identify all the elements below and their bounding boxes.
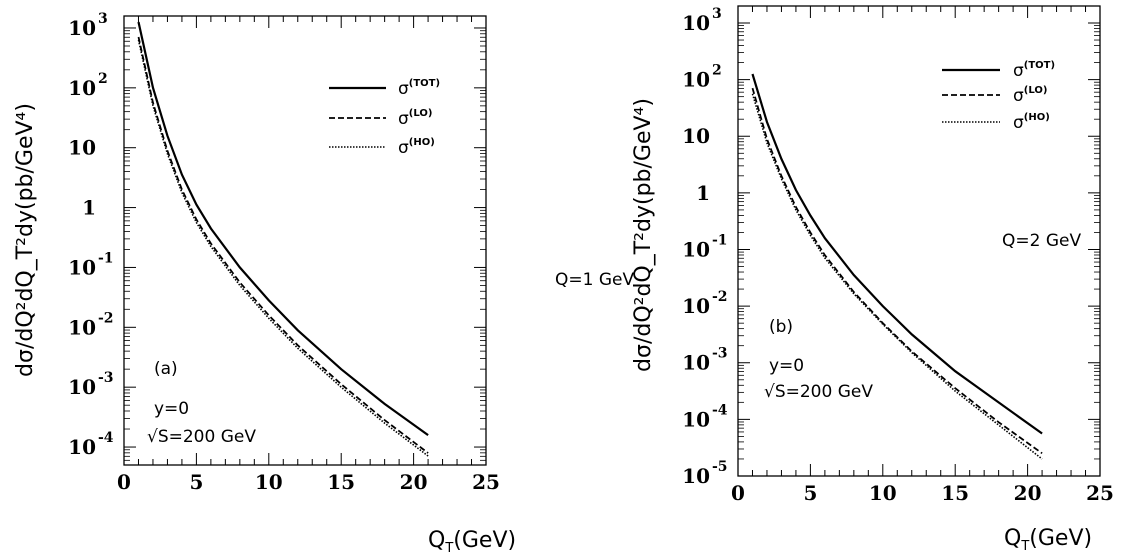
y-tick-label: 10 bbox=[68, 16, 96, 40]
panel-label: (b) bbox=[769, 317, 793, 337]
x-tick-label: 5 bbox=[803, 481, 817, 505]
series-line-lo bbox=[137, 36, 429, 454]
series-line-ho bbox=[751, 93, 1043, 460]
panel-label: (a) bbox=[154, 359, 178, 379]
y-tick-label: 10 bbox=[68, 375, 96, 399]
energy-annotation: Q=2 GeV bbox=[1002, 231, 1081, 251]
x-tick-label: 10 bbox=[255, 470, 283, 494]
y-tick-exponent: -4 bbox=[712, 402, 728, 418]
y-tick-exponent: -3 bbox=[98, 370, 114, 386]
y-tick-label: 10 bbox=[68, 255, 96, 279]
y-tick-label: 10 bbox=[682, 294, 710, 318]
legend-symbol: σ bbox=[1013, 86, 1024, 106]
y-tick-exponent: -1 bbox=[712, 232, 728, 248]
plot-frame bbox=[737, 5, 1101, 477]
y-tick-exponent: -5 bbox=[712, 459, 728, 475]
y-tick-exponent: -2 bbox=[712, 289, 728, 305]
x-axis-label-main: Q bbox=[1004, 526, 1021, 551]
y-tick-label: 10 bbox=[682, 11, 710, 35]
y-tick-label: 10 bbox=[68, 76, 96, 100]
y-tick-exponent: -3 bbox=[712, 346, 728, 362]
legend-label: σ(LO) bbox=[1013, 85, 1047, 106]
y-tick-exponent: 3 bbox=[98, 11, 108, 27]
x-tick-label: 20 bbox=[1014, 481, 1042, 505]
plot-frame bbox=[123, 15, 487, 466]
legend-label: σ(HO) bbox=[1013, 112, 1050, 133]
y-tick-label: 10 bbox=[682, 407, 710, 431]
x-axis-label: QT(GeV) bbox=[428, 528, 516, 552]
series-line-lo bbox=[751, 87, 1043, 455]
y-tick-label: 10 bbox=[682, 351, 710, 375]
rapidity-annotation: y=0 bbox=[154, 399, 189, 419]
series-line-tot bbox=[751, 73, 1043, 435]
y-tick-label: 10 bbox=[68, 435, 96, 459]
legend-symbol: σ bbox=[398, 138, 409, 158]
legend-symbol: σ bbox=[1013, 113, 1024, 133]
y-tick-exponent: 2 bbox=[712, 63, 722, 79]
x-tick-label: 5 bbox=[189, 470, 203, 494]
y-axis-label: dσ/dQ²dQ_T²dy(pb/GeV⁴) bbox=[631, 98, 656, 372]
x-tick-label: 10 bbox=[869, 481, 897, 505]
x-tick-label: 25 bbox=[472, 470, 500, 494]
y-tick-label: 10 bbox=[68, 136, 96, 160]
legend-symbol: σ bbox=[398, 79, 409, 99]
sqrt-s-annotation: √S=200 GeV bbox=[764, 382, 873, 402]
y-tick-label: 10 bbox=[682, 464, 710, 488]
y-tick-label: 1 bbox=[82, 196, 96, 220]
x-axis-label-sub: T bbox=[1020, 539, 1029, 552]
x-tick-label: 0 bbox=[117, 470, 131, 494]
legend-label: σ(LO) bbox=[398, 108, 432, 129]
series-line-tot bbox=[137, 21, 429, 436]
legend-symbol: σ bbox=[398, 109, 409, 129]
x-axis-label: QT(GeV) bbox=[1004, 526, 1092, 552]
y-tick-exponent: 3 bbox=[712, 6, 722, 22]
x-axis-label-main: Q bbox=[428, 528, 445, 552]
y-tick-exponent: 2 bbox=[98, 71, 108, 87]
legend-superscript: (TOT) bbox=[1024, 60, 1055, 71]
x-tick-label: 15 bbox=[941, 481, 969, 505]
x-axis-label-sub: T bbox=[444, 541, 453, 552]
legend-symbol: σ bbox=[1013, 61, 1024, 81]
y-axis-label: dσ/dQ²dQ_T²dy(pb/GeV⁴) bbox=[13, 103, 38, 377]
legend-superscript: (TOT) bbox=[409, 78, 440, 89]
legend-label: σ(TOT) bbox=[398, 78, 440, 99]
y-tick-exponent: -2 bbox=[98, 310, 114, 326]
x-tick-label: 25 bbox=[1086, 481, 1114, 505]
legend-superscript: (HO) bbox=[1024, 112, 1050, 123]
sqrt-s-annotation: √S=200 GeV bbox=[147, 427, 256, 447]
x-tick-label: 20 bbox=[400, 470, 428, 494]
y-tick-label: 10 bbox=[682, 68, 710, 92]
y-tick-label: 10 bbox=[68, 315, 96, 339]
x-axis-label-unit: (GeV) bbox=[1029, 526, 1092, 551]
x-axis-label-unit: (GeV) bbox=[453, 528, 516, 552]
x-tick-label: 0 bbox=[731, 481, 745, 505]
y-tick-label: 10 bbox=[682, 237, 710, 261]
energy-annotation: Q=1 GeV bbox=[555, 270, 634, 290]
legend-superscript: (LO) bbox=[1024, 85, 1048, 96]
legend-superscript: (LO) bbox=[409, 108, 433, 119]
series-line-ho bbox=[137, 39, 429, 457]
y-tick-exponent: -1 bbox=[98, 250, 114, 266]
legend-label: σ(TOT) bbox=[1013, 60, 1055, 81]
y-tick-label: 1 bbox=[696, 181, 710, 205]
rapidity-annotation: y=0 bbox=[769, 356, 804, 376]
x-tick-label: 15 bbox=[327, 470, 355, 494]
y-tick-label: 10 bbox=[682, 124, 710, 148]
legend-label: σ(HO) bbox=[398, 137, 435, 158]
legend-superscript: (HO) bbox=[409, 137, 435, 148]
y-tick-exponent: -4 bbox=[98, 430, 114, 446]
